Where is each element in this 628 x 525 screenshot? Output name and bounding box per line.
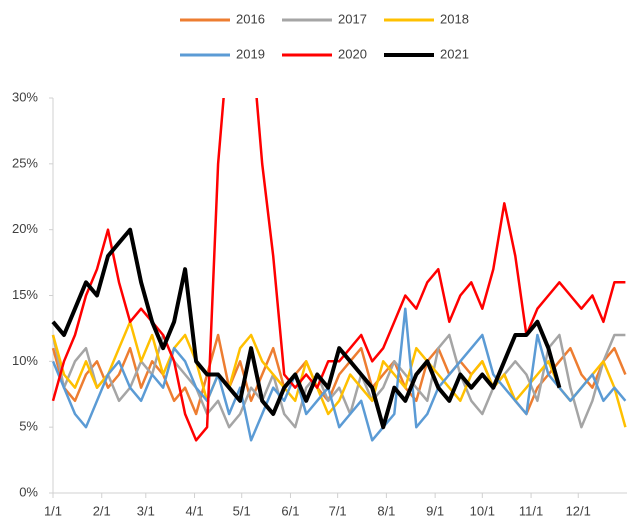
- x-tick-label: 8/1: [377, 503, 395, 518]
- x-tick-label: 1/1: [44, 503, 62, 518]
- x-tick-label: 9/1: [426, 503, 444, 518]
- y-tick-label: 30%: [12, 89, 38, 104]
- x-tick-label: 3/1: [137, 503, 155, 518]
- x-tick-label: 2/1: [93, 503, 111, 518]
- y-tick-label: 25%: [12, 155, 38, 170]
- legend-label: 2020: [338, 46, 367, 61]
- legend-label: 2016: [236, 11, 265, 26]
- y-tick-label: 15%: [12, 287, 38, 302]
- x-tick-label: 12/1: [566, 503, 591, 518]
- legend-label: 2021: [440, 46, 469, 61]
- y-tick-label: 0%: [19, 484, 38, 499]
- y-tick-label: 10%: [12, 353, 38, 368]
- y-tick-label: 20%: [12, 221, 38, 236]
- series-line: [51, 98, 626, 442]
- x-tick-label: 6/1: [281, 503, 299, 518]
- legend-label: 2017: [338, 11, 367, 26]
- x-tick-label: 11/1: [519, 503, 543, 518]
- plot-area: [51, 98, 627, 442]
- series-line: [51, 227, 562, 430]
- x-tick-label: 4/1: [185, 503, 203, 518]
- y-tick-label: 5%: [19, 419, 38, 434]
- legend-label: 2019: [236, 46, 265, 61]
- legend-label: 2018: [440, 11, 469, 26]
- series-line: [51, 307, 627, 442]
- x-tick-label: 5/1: [233, 503, 251, 518]
- x-tick-label: 10/1: [470, 503, 495, 518]
- x-tick-label: 7/1: [329, 503, 347, 518]
